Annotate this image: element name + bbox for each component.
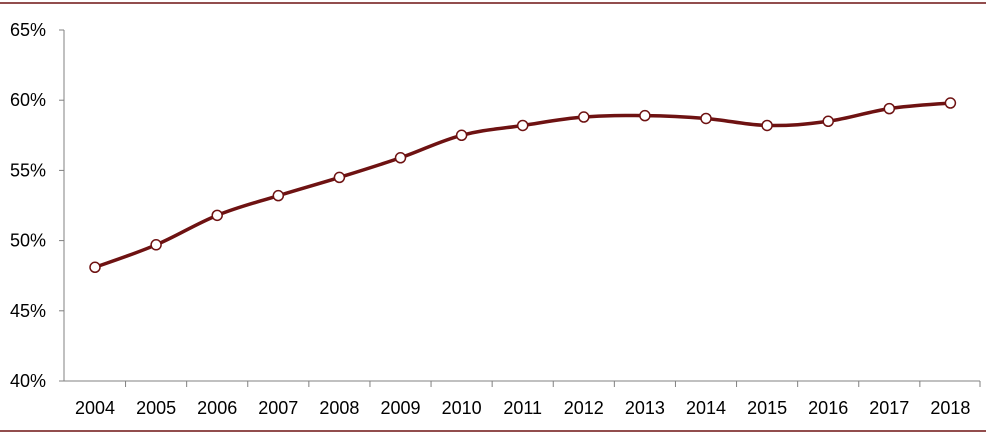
data-point-2011 xyxy=(516,119,529,132)
x-tick-label: 2011 xyxy=(503,398,542,418)
x-tick-label: 2012 xyxy=(564,398,604,418)
data-point-2014 xyxy=(700,112,712,125)
x-tick-label: 2005 xyxy=(136,398,176,418)
data-point-2016 xyxy=(822,115,834,128)
x-tick-label: 2014 xyxy=(686,398,726,418)
x-tick-label: 2016 xyxy=(808,398,848,418)
y-tick-label: 55% xyxy=(10,160,46,180)
data-point-2007 xyxy=(272,189,285,202)
y-tick-label: 60% xyxy=(10,90,46,110)
y-tick-label: 65% xyxy=(10,20,46,40)
x-tick-label: 2007 xyxy=(258,398,298,418)
x-tick-label: 2004 xyxy=(75,398,115,418)
x-tick-label: 2018 xyxy=(930,398,970,418)
x-tick-label: 2015 xyxy=(747,398,787,418)
y-tick-label: 50% xyxy=(10,231,46,251)
y-tick-label: 40% xyxy=(10,371,46,391)
x-tick-label: 2008 xyxy=(319,398,359,418)
data-point-2006 xyxy=(211,209,223,222)
x-axis: 2004 2005 2006 2007 2008 2009 2010 2011 2012 2013… xyxy=(64,380,981,418)
y-tick-label: 45% xyxy=(10,301,46,321)
data-point-2004 xyxy=(89,261,101,274)
data-point-2005 xyxy=(150,239,162,251)
x-tick-label: 2006 xyxy=(197,398,237,418)
data-point-2010 xyxy=(455,129,468,142)
data-point-2018 xyxy=(944,97,957,109)
data-point-2017 xyxy=(883,102,896,115)
series-layer xyxy=(89,97,957,274)
data-point-2013 xyxy=(639,109,651,122)
data-point-2012 xyxy=(578,111,590,123)
x-tick-label: 2009 xyxy=(380,398,420,418)
data-point-2015 xyxy=(761,119,773,132)
x-tick-label: 2017 xyxy=(869,398,909,418)
y-axis: 40% 45% 50% 55% 60% 65% xyxy=(10,20,65,391)
series-line xyxy=(93,101,953,270)
x-tick-label: 2010 xyxy=(442,398,482,418)
data-point-2009 xyxy=(394,152,407,164)
x-tick-label: 2013 xyxy=(625,398,665,418)
data-point-2008 xyxy=(333,171,346,184)
